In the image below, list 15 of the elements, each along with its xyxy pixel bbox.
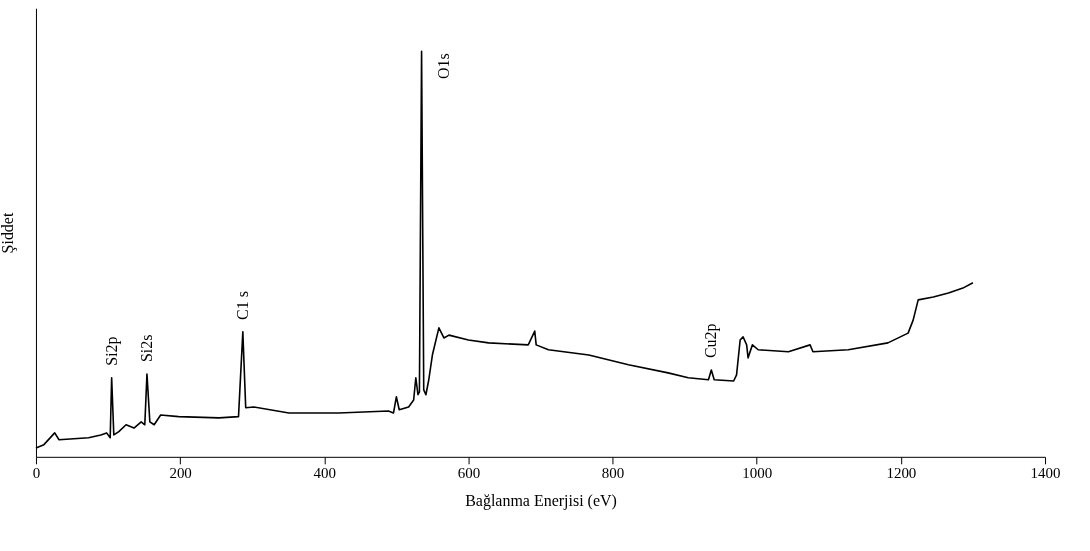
x-tick-label: 600 xyxy=(457,465,481,482)
x-tick-label: 400 xyxy=(313,465,336,482)
x-tick-label: 1400 xyxy=(1030,465,1061,482)
x-tick-label: 1000 xyxy=(742,465,773,482)
annotation: C1 s xyxy=(233,291,251,320)
y-axis-title: Şiddet xyxy=(0,212,18,254)
annotation: Si2s xyxy=(137,334,155,363)
annotation: Cu2p xyxy=(702,323,721,359)
x-tick-label: 0 xyxy=(32,465,41,482)
x-axis-title: Bağlanma Enerjisi (eV) xyxy=(465,492,617,511)
x-tick-label: 1200 xyxy=(886,465,917,482)
x-tick-label: 800 xyxy=(601,465,625,482)
annotation: Si2p xyxy=(102,336,121,366)
x-tick-label: 200 xyxy=(169,465,192,482)
annotation: O1s xyxy=(434,53,452,79)
